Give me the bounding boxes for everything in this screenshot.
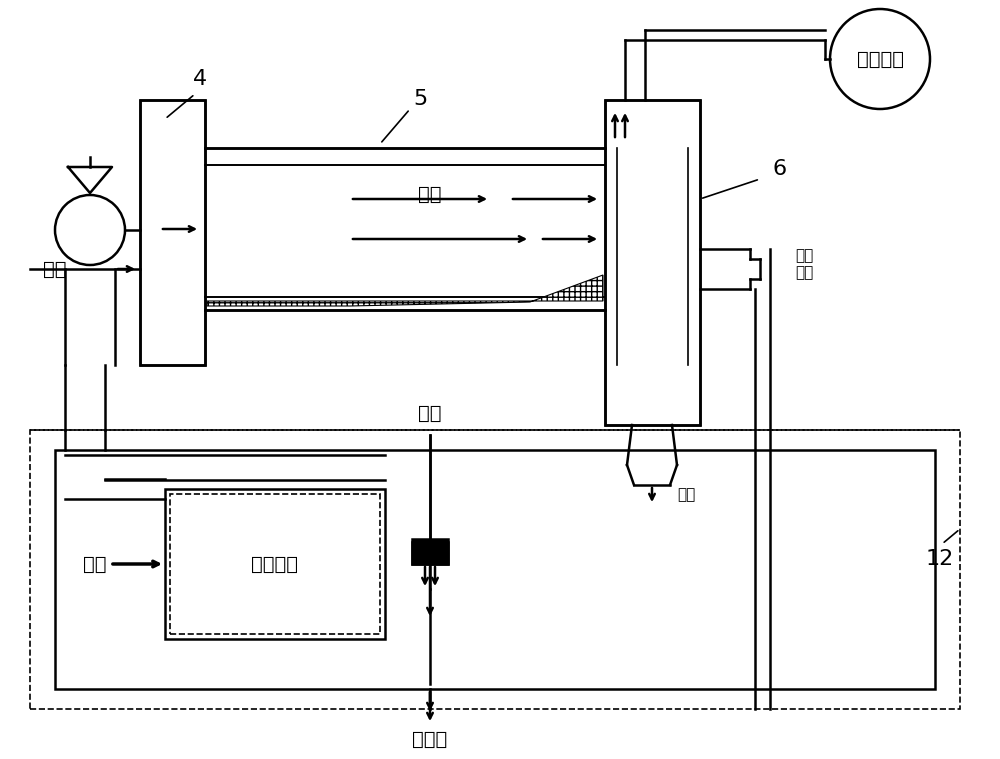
Text: 5: 5 (413, 89, 427, 109)
Polygon shape (207, 275, 603, 306)
Bar (140, 100, 205, 365)
Bar (55, 450, 935, 689)
Bar (30, 430, 960, 709)
Bar (412, 542, 448, 564)
Text: 热交换器: 热交换器 (252, 555, 298, 574)
Bar (605, 100, 700, 425)
Bar (165, 489, 385, 639)
Text: 蒸汽: 蒸汽 (418, 404, 442, 423)
Text: 旋转
接头: 旋转 接头 (795, 247, 813, 280)
Text: 除尘风机: 除尘风机 (856, 49, 904, 68)
Bar (605, 100, 700, 425)
Text: 空气: 空气 (83, 555, 107, 574)
Bar (412, 539, 448, 564)
Bar (170, 494, 380, 634)
Text: 冷凝水: 冷凝水 (412, 729, 448, 748)
Text: 6: 6 (773, 159, 787, 179)
Text: 12: 12 (926, 549, 954, 569)
Text: 叶丝: 叶丝 (677, 487, 695, 502)
Text: 热风: 热风 (43, 260, 67, 279)
Bar (140, 100, 205, 365)
Text: 4: 4 (193, 69, 207, 89)
Text: 热风: 热风 (418, 184, 442, 203)
